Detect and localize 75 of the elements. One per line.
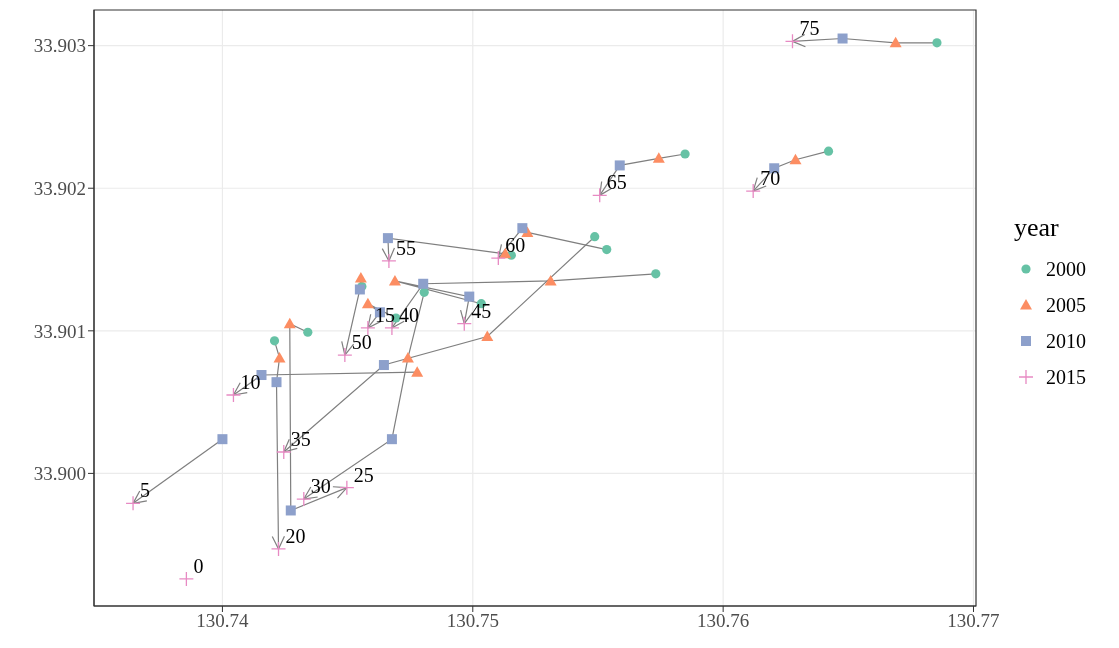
y-tick-label: 33.903: [33, 35, 86, 57]
point: [544, 274, 557, 286]
annotation: 45: [471, 299, 492, 322]
point: [490, 250, 506, 266]
point: [388, 274, 401, 286]
point: [125, 495, 141, 511]
x-tick-label: 130.77: [947, 610, 1000, 632]
annotation: 70: [760, 167, 781, 190]
y-tick-label: 33.901: [33, 320, 86, 342]
annotation: 40: [398, 303, 419, 326]
point: [889, 36, 902, 48]
point: [680, 149, 690, 159]
point: [517, 223, 528, 234]
point: [378, 360, 389, 371]
y-tick-label: 33.900: [33, 463, 86, 485]
point: [361, 297, 374, 309]
point: [386, 434, 397, 445]
point: [269, 336, 280, 346]
annotation: 20: [285, 524, 306, 547]
point: [360, 320, 376, 336]
point: [745, 183, 761, 199]
legend-label: 2015: [1046, 365, 1086, 389]
point: [592, 187, 608, 204]
point: [481, 330, 494, 342]
x-tick-label: 130.74: [196, 610, 250, 632]
point: [411, 366, 424, 377]
legend-title: year: [1014, 213, 1060, 243]
annotation: 15: [374, 303, 395, 326]
point: [337, 347, 353, 363]
point: [419, 287, 429, 297]
point: [652, 152, 665, 163]
point: [602, 244, 612, 255]
y-tick-label: 33.902: [33, 177, 86, 199]
annotation: 35: [290, 428, 311, 451]
annotation: 75: [799, 17, 820, 40]
point: [217, 434, 228, 445]
point: [273, 351, 286, 363]
annotation: 25: [353, 463, 374, 486]
annotation: 10: [240, 370, 261, 393]
annotation: 55: [395, 236, 416, 259]
point: [464, 291, 475, 302]
point: [354, 272, 367, 283]
point: [303, 327, 313, 337]
point: [784, 33, 801, 50]
legend-label: 2000: [1046, 257, 1086, 281]
x-tick-label: 130.76: [697, 610, 750, 632]
point: [384, 320, 400, 336]
point: [932, 38, 942, 48]
annotation: 5: [140, 479, 151, 502]
annotation: 65: [606, 171, 627, 194]
annotation: 60: [505, 234, 526, 257]
point: [401, 351, 414, 363]
point: [296, 491, 312, 507]
point: [276, 444, 292, 460]
point: [418, 278, 429, 289]
point: [823, 146, 834, 156]
x-tick-label: 130.75: [446, 610, 499, 632]
point: [271, 377, 282, 388]
point: [381, 253, 397, 269]
point: [837, 33, 848, 44]
point: [225, 387, 242, 403]
point: [270, 541, 287, 557]
point: [651, 269, 661, 279]
annotation: 0: [193, 554, 204, 577]
point: [614, 160, 625, 171]
point: [178, 571, 195, 587]
point: [285, 505, 296, 516]
legend-label: 2010: [1046, 329, 1086, 353]
point: [382, 233, 393, 244]
annotation: 30: [310, 475, 331, 498]
point: [283, 317, 296, 329]
point: [590, 232, 600, 242]
legend-label: 2005: [1046, 293, 1086, 317]
point: [789, 153, 802, 165]
annotation: 50: [351, 331, 372, 354]
